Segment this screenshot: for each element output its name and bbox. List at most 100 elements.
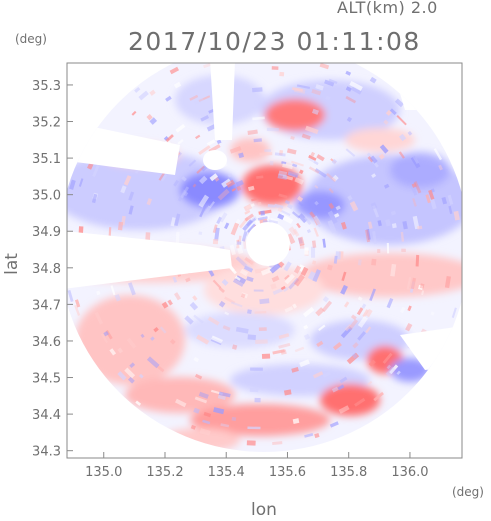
radar-speckle <box>198 194 210 208</box>
radar-speckle <box>74 299 81 308</box>
radar-speckle <box>400 306 406 314</box>
radar-speckle <box>207 316 220 326</box>
radar-speckle <box>296 222 301 229</box>
radar-speckle <box>431 188 435 193</box>
radar-speckle <box>257 216 268 221</box>
radar-speckle <box>407 130 413 136</box>
radar-speckle <box>249 260 255 266</box>
radar-speckle <box>199 428 211 436</box>
radar-speckle <box>241 230 248 242</box>
radar-speckle <box>224 222 230 230</box>
y-tick-label: 35.2 <box>32 116 61 131</box>
radar-speckle <box>67 289 74 303</box>
radar-speckle <box>126 337 137 349</box>
x-ticks: 135.0 135.2 135.4 135.6 135.8 136.0 <box>85 452 429 480</box>
y-tick-label: 34.5 <box>32 372 61 387</box>
y-tick-label: 34.3 <box>32 445 61 460</box>
radar-speckle <box>383 183 390 189</box>
radar-speckle <box>175 232 180 244</box>
radar-speckle <box>173 292 181 301</box>
radar-speckle <box>281 161 287 165</box>
radar-speckle <box>287 171 296 178</box>
radar-speckle <box>367 156 374 163</box>
radar-speckle <box>344 323 352 332</box>
radar-speckle <box>156 365 165 373</box>
radar-speckle <box>300 266 309 277</box>
radar-speckle <box>283 261 292 272</box>
radar-speckle <box>92 164 100 178</box>
radar-speckle <box>170 217 176 227</box>
radar-speckle <box>329 421 339 428</box>
radar-speckle <box>305 125 319 135</box>
radar-speckle <box>331 158 338 165</box>
radar-speckle <box>328 78 338 84</box>
radar-speckle <box>390 263 397 277</box>
radar-speckle <box>351 352 358 359</box>
radar-speckle <box>94 311 104 325</box>
radar-speckle <box>340 221 347 230</box>
radar-speckle <box>124 367 136 379</box>
radar-speckle <box>357 331 367 341</box>
radar-speckle <box>252 116 265 121</box>
radar-speckle <box>293 265 302 274</box>
radar-speckle <box>398 151 405 159</box>
radar-speckle <box>345 148 356 157</box>
radar-speckle <box>343 301 350 308</box>
radar-speckle <box>235 180 244 187</box>
radar-speckle <box>120 185 127 194</box>
radar-speckle <box>167 299 173 306</box>
radar-speckle <box>103 330 109 337</box>
radar-speckle <box>341 271 347 282</box>
radar-speckle <box>296 84 310 90</box>
radar-speckle <box>402 221 408 230</box>
radar-speckle <box>158 171 166 181</box>
radar-speckle <box>117 221 124 231</box>
radar-speckle <box>212 224 218 234</box>
radar-speckle <box>321 300 333 313</box>
radar-speckle <box>230 222 240 236</box>
radar-speckle <box>188 159 197 167</box>
radar-speckle <box>214 227 220 241</box>
radar-speckle <box>172 276 178 283</box>
radar-speckle <box>224 311 230 316</box>
radar-speckle <box>281 209 291 217</box>
radar-speckle <box>383 119 389 125</box>
radar-speckle <box>356 307 364 316</box>
radar-speckle <box>298 213 308 224</box>
radar-speckle <box>418 284 424 290</box>
radar-speckle <box>192 183 197 188</box>
radar-speckle <box>149 89 156 96</box>
radar-speckle <box>302 306 315 318</box>
radar-speckle <box>277 206 283 213</box>
radar-speckle <box>377 249 381 253</box>
radar-speckle <box>311 240 317 248</box>
radar-speckle <box>174 213 181 227</box>
radar-speckle <box>316 340 324 347</box>
radar-speckle <box>304 433 314 438</box>
radar-speckle <box>240 293 246 298</box>
radar-speckle <box>199 175 208 185</box>
radar-speckle <box>286 233 296 245</box>
radar-speckle <box>189 301 199 311</box>
radar-speckle <box>145 232 151 241</box>
radar-speckle <box>254 219 261 226</box>
radar-speckle <box>242 219 254 232</box>
radar-speckle <box>223 54 233 58</box>
radar-speckle <box>322 371 331 378</box>
radar-speckle <box>269 262 281 274</box>
radar-speckle <box>340 325 353 339</box>
radar-speckle <box>291 87 304 92</box>
radar-speckle <box>350 314 357 320</box>
radar-speckle <box>243 265 254 273</box>
radar-speckle <box>261 353 271 359</box>
radar-speckle <box>182 191 189 197</box>
radar-speckle <box>325 95 331 101</box>
radar-speckle <box>284 306 294 313</box>
radar-speckle <box>333 255 338 264</box>
radar-speckle <box>254 311 267 314</box>
y-unit-label: (deg) <box>15 32 47 46</box>
radar-speckle <box>271 66 279 70</box>
radar-speckle <box>209 173 219 182</box>
radar-speckle <box>128 282 136 296</box>
radar-speckle <box>279 71 285 77</box>
